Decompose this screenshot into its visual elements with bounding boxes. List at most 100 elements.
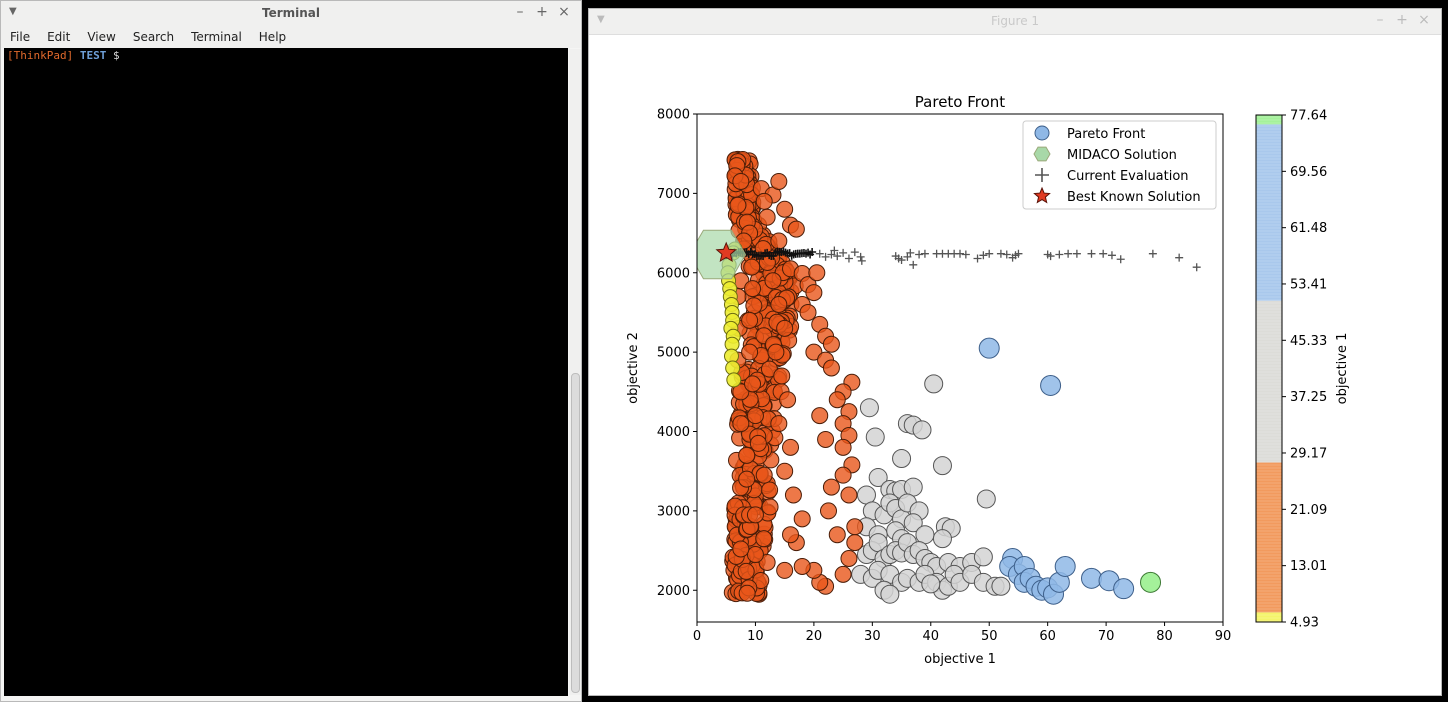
gray-point	[932, 456, 952, 476]
gray-point	[865, 427, 885, 447]
current-evaluation-mark	[850, 248, 859, 257]
terminal-output[interactable]: [ThinkPad] TEST $	[4, 48, 568, 696]
maximize-icon[interactable]: +	[1396, 12, 1408, 28]
orange-point	[811, 407, 829, 425]
orange-point	[793, 510, 811, 528]
menu-help[interactable]: Help	[258, 30, 287, 44]
orange-point	[729, 196, 747, 214]
close-icon[interactable]: ×	[558, 4, 570, 20]
current-evaluation-mark	[961, 250, 970, 259]
minimize-icon[interactable]: –	[1376, 12, 1384, 28]
gray-point	[915, 525, 935, 545]
gray-point	[859, 398, 879, 418]
orange-point	[770, 296, 788, 313]
colorbar-band	[1256, 124, 1282, 301]
pareto-point	[1081, 567, 1102, 589]
prompt-symbol: $	[112, 49, 120, 62]
orange-point	[840, 486, 858, 504]
y-tick-label: 7000	[657, 187, 690, 202]
menu-terminal[interactable]: Terminal	[191, 30, 242, 44]
legend-midaco-marker	[1033, 146, 1051, 162]
colorbar-tick-label: 21.09	[1290, 503, 1327, 518]
menu-file[interactable]: File	[10, 30, 31, 44]
orange-point	[741, 343, 759, 361]
orange-point	[782, 526, 800, 544]
orange-point	[776, 200, 794, 218]
gray-point	[903, 513, 923, 533]
orange-point	[834, 565, 852, 583]
current-evaluation-mark	[985, 249, 994, 258]
minimize-icon[interactable]: –	[516, 4, 524, 20]
close-icon[interactable]: ×	[1418, 12, 1430, 28]
gray-point	[924, 374, 944, 394]
current-evaluation-mark	[996, 249, 1005, 258]
orange-point	[773, 367, 791, 385]
plot-marks	[697, 150, 1201, 605]
orange-point	[817, 430, 835, 448]
y-tick-label: 2000	[657, 584, 690, 599]
current-evaluation-mark	[830, 246, 839, 255]
current-evaluation-mark	[909, 260, 918, 269]
maximize-icon[interactable]: +	[536, 4, 548, 20]
legend-best-marker	[1033, 186, 1051, 204]
pareto-point	[1113, 578, 1135, 600]
figure-window[interactable]: ▼ Figure 1 – + × 0 10 20 30 40 50 60 70 80 90 2000 30…	[588, 8, 1442, 696]
orange-point	[761, 481, 779, 499]
orange-point	[744, 375, 762, 393]
orange-point	[764, 272, 782, 290]
orange-point	[782, 438, 800, 456]
colorbar-tick-label: 61.48	[1290, 221, 1327, 236]
pareto-point	[978, 337, 1000, 359]
current-evaluation-mark	[973, 254, 982, 263]
gray-point	[976, 489, 996, 509]
orange-point	[741, 311, 759, 329]
orange-point	[834, 466, 852, 484]
window-menu-icon[interactable]: ▼	[597, 14, 605, 25]
x-tick-label: 50	[981, 629, 998, 644]
current-evaluation-mark	[1002, 250, 1011, 259]
terminal-window[interactable]: ▼ Terminal – + × File Edit View Search Termina…	[0, 0, 582, 702]
legend-label: Current Evaluation	[1067, 169, 1189, 184]
gray-point	[892, 448, 912, 468]
terminal-titlebar[interactable]: ▼ Terminal – + ×	[1, 1, 581, 27]
gray-point	[973, 547, 993, 567]
current-evaluation-mark	[1014, 249, 1023, 258]
menu-view[interactable]: View	[87, 30, 116, 44]
orange-point	[776, 561, 794, 579]
orange-point	[793, 557, 811, 575]
terminal-scrollbar[interactable]	[569, 49, 581, 695]
prompt-host: [ThinkPad]	[7, 49, 74, 62]
menu-search[interactable]: Search	[132, 30, 175, 44]
window-menu-icon[interactable]: ▼	[9, 6, 17, 17]
orange-point	[784, 486, 802, 504]
orange-point	[770, 415, 788, 433]
figure-titlebar[interactable]: ▼ Figure 1 – + ×	[589, 9, 1441, 35]
colorbar-tick-label: 29.17	[1290, 446, 1327, 461]
orange-point	[744, 280, 762, 298]
scrollbar-thumb[interactable]	[571, 373, 580, 693]
orange-point	[738, 446, 756, 464]
current-evaluation-mark	[1072, 249, 1081, 258]
shell-prompt: [ThinkPad] TEST $	[7, 49, 120, 62]
orange-point	[779, 391, 797, 409]
x-tick-label: 20	[806, 629, 823, 644]
menu-edit[interactable]: Edit	[47, 30, 71, 44]
colorbar-tick-label: 69.56	[1290, 165, 1327, 180]
current-evaluation-mark	[1099, 249, 1108, 258]
x-tick-label: 40	[923, 629, 940, 644]
gray-point	[903, 477, 923, 497]
orange-point	[755, 530, 773, 548]
gray-point	[921, 574, 941, 594]
orange-point	[820, 502, 837, 520]
gray-point	[856, 485, 876, 505]
figure-title: Figure 1	[990, 14, 1040, 28]
current-evaluation-mark	[1055, 250, 1064, 259]
y-tick-label: 8000	[657, 108, 690, 123]
x-tick-label: 80	[1156, 629, 1173, 644]
orange-point	[822, 335, 840, 353]
colorbar-tick-label: 77.64	[1290, 109, 1327, 124]
orange-point	[746, 546, 764, 564]
current-evaluation-mark	[844, 254, 853, 263]
orange-point	[767, 343, 785, 361]
colorbar-tick-label: 53.41	[1290, 277, 1327, 292]
